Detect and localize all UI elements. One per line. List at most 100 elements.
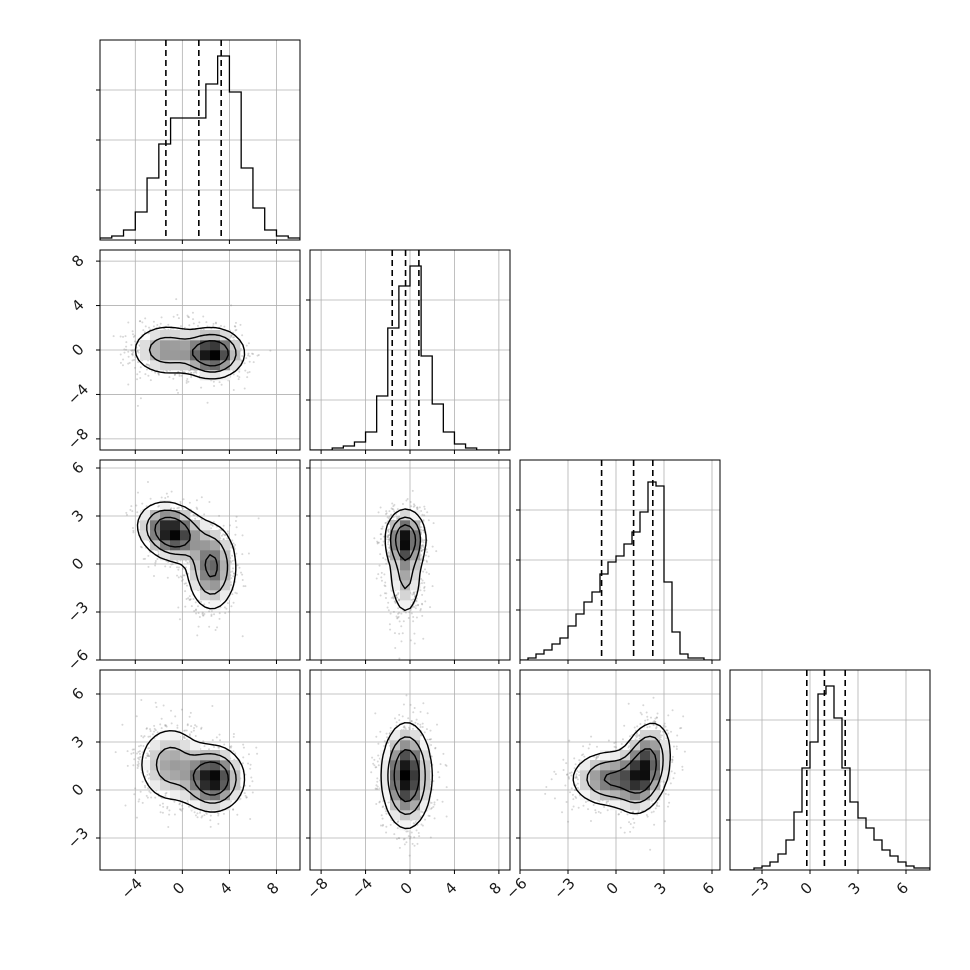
scatter-point xyxy=(247,552,250,555)
density-cell xyxy=(210,530,221,541)
scatter-point xyxy=(232,542,235,545)
scatter-point xyxy=(415,604,418,607)
scatter-point xyxy=(148,326,151,329)
density-cell xyxy=(150,330,161,341)
scatter-point xyxy=(423,589,426,592)
scatter-point xyxy=(232,572,235,575)
scatter-point xyxy=(413,593,416,596)
density-cell xyxy=(220,570,231,581)
scatter-point xyxy=(410,505,413,508)
density-cell xyxy=(160,550,171,561)
scatter-point xyxy=(410,599,413,602)
scatter-point xyxy=(224,612,227,615)
scatter-point xyxy=(420,554,423,557)
scatter-point xyxy=(173,373,176,376)
scatter-point xyxy=(177,606,180,609)
density-cell xyxy=(190,570,201,581)
scatter-point xyxy=(427,555,430,558)
scatter-point xyxy=(234,325,237,328)
panel-frame xyxy=(99,39,301,241)
scatter-point xyxy=(172,377,175,380)
scatter-point xyxy=(397,592,400,595)
density-cell xyxy=(390,520,401,531)
scatter-point xyxy=(234,321,237,324)
scatter-point xyxy=(402,620,405,623)
density-cell xyxy=(400,580,411,591)
scatter-point xyxy=(192,371,195,374)
scatter-point xyxy=(132,335,135,338)
scatter-point xyxy=(423,568,426,571)
scatter-point xyxy=(382,535,385,538)
scatter-point xyxy=(144,325,147,328)
scatter-point xyxy=(184,590,187,593)
scatter-point xyxy=(177,391,180,394)
scatter-point xyxy=(387,555,390,558)
scatter-point xyxy=(384,585,387,588)
density-cell xyxy=(140,350,151,361)
density-cell xyxy=(200,590,211,601)
scatter-point xyxy=(214,629,217,632)
scatter-point xyxy=(384,597,387,600)
scatter-point xyxy=(130,343,133,346)
scatter-point xyxy=(386,536,389,539)
scatter-point xyxy=(177,568,180,571)
scatter-point xyxy=(245,357,248,360)
scatter-point xyxy=(176,574,179,577)
scatter-point xyxy=(232,601,235,604)
scatter-point xyxy=(248,355,251,358)
scatter-point xyxy=(230,334,233,337)
scatter-point xyxy=(198,616,201,619)
scatter-point xyxy=(421,544,424,547)
density-cell xyxy=(140,520,151,531)
density-cell xyxy=(190,580,201,591)
scatter-point xyxy=(243,362,246,365)
density-cell xyxy=(190,550,201,561)
scatter-point xyxy=(231,567,234,570)
scatter-point xyxy=(421,548,424,551)
scatter-point xyxy=(377,511,380,514)
scatter-point xyxy=(172,315,175,318)
scatter-point xyxy=(395,517,398,520)
scatter-point xyxy=(160,316,163,319)
scatter-point xyxy=(388,517,391,520)
scatter-point xyxy=(171,563,174,566)
scatter-point xyxy=(157,372,160,375)
scatter-point xyxy=(420,602,423,605)
y-tick-label: 8 xyxy=(68,251,87,270)
scatter-point xyxy=(387,538,390,541)
scatter-point xyxy=(391,596,394,599)
scatter-point xyxy=(388,510,391,513)
scatter-point xyxy=(147,554,150,557)
scatter-point xyxy=(189,598,192,601)
scatter-point xyxy=(241,334,244,337)
scatter-point xyxy=(425,548,428,551)
scatter-point xyxy=(182,498,185,501)
scatter-point xyxy=(186,584,189,587)
scatter-point xyxy=(164,497,167,500)
scatter-point xyxy=(388,538,391,541)
scatter-point xyxy=(130,505,133,508)
scatter-point xyxy=(125,513,128,516)
scatter-point xyxy=(119,353,122,356)
scatter-point xyxy=(230,577,233,580)
scatter-point xyxy=(184,605,187,608)
scatter-point xyxy=(235,515,238,518)
scatter-point xyxy=(192,597,195,600)
scatter-point xyxy=(145,505,148,508)
scatter-point xyxy=(381,544,384,547)
scatter-point xyxy=(127,350,130,353)
scatter-point xyxy=(198,321,201,324)
density-cell xyxy=(390,550,401,561)
scatter-point xyxy=(397,615,400,618)
scatter-point xyxy=(379,553,382,556)
contour-line-0 xyxy=(134,326,246,380)
scatter-point xyxy=(230,304,233,307)
scatter-point xyxy=(208,748,211,751)
scatter-point xyxy=(387,541,390,544)
scatter-point xyxy=(422,541,425,544)
scatter-point xyxy=(251,352,254,355)
density-cell xyxy=(150,530,161,541)
scatter-point xyxy=(132,349,135,352)
scatter-point xyxy=(416,604,419,607)
